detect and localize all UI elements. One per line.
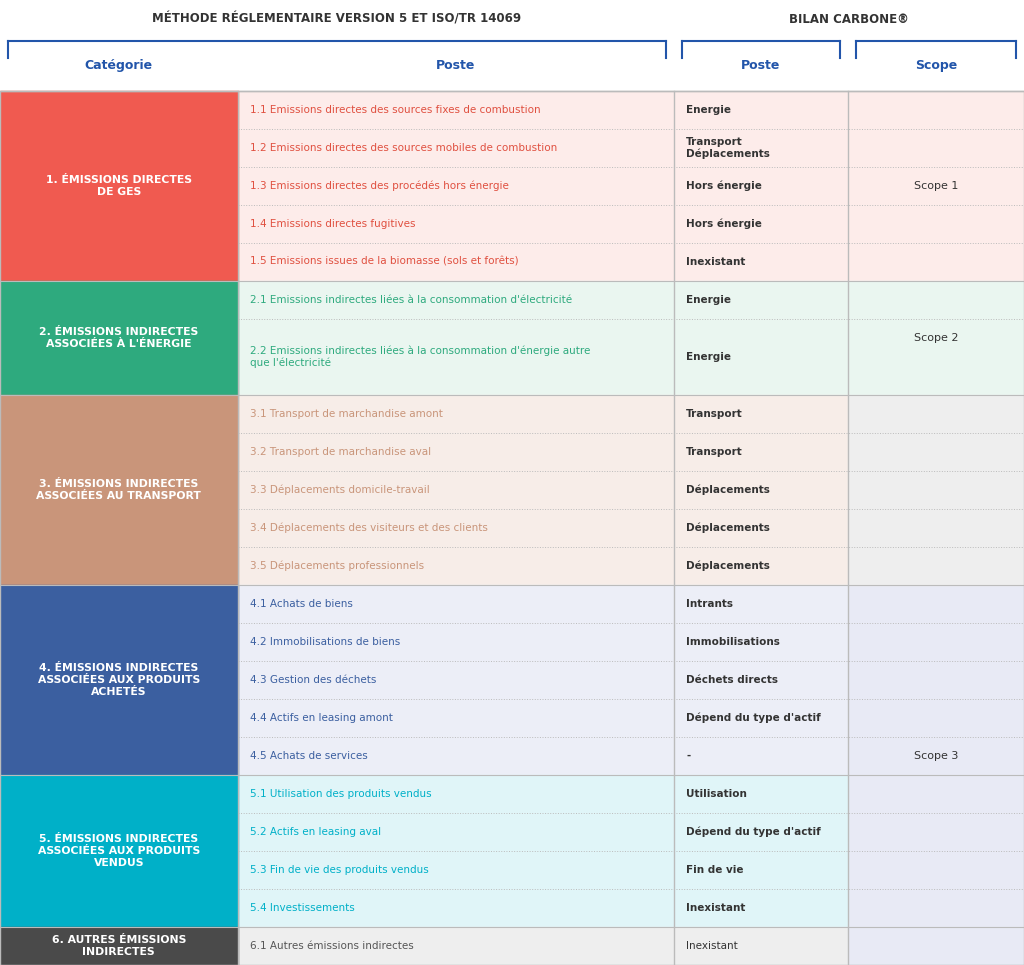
Text: 5.3 Fin de vie des produits vendus: 5.3 Fin de vie des produits vendus [250,865,429,875]
Text: Energie: Energie [686,105,731,115]
FancyBboxPatch shape [0,41,1024,91]
FancyBboxPatch shape [238,91,674,281]
FancyBboxPatch shape [238,281,674,395]
FancyBboxPatch shape [848,927,1024,965]
FancyBboxPatch shape [674,91,848,281]
Text: MÉTHODE RÉGLEMENTAIRE VERSION 5 ET ISO/TR 14069: MÉTHODE RÉGLEMENTAIRE VERSION 5 ET ISO/T… [153,13,521,26]
FancyBboxPatch shape [0,585,238,775]
Text: Dépend du type d'actif: Dépend du type d'actif [686,713,821,723]
Text: 2.1 Emissions indirectes liées à la consommation d'électricité: 2.1 Emissions indirectes liées à la cons… [250,294,572,305]
Text: Inexistant: Inexistant [686,941,738,951]
Text: Scope: Scope [914,59,957,72]
Text: Energie: Energie [686,294,731,305]
Text: 4.5 Achats de services: 4.5 Achats de services [250,751,368,761]
Text: 5.4 Investissements: 5.4 Investissements [250,903,354,913]
Text: 5. ÉMISSIONS INDIRECTES
ASSOCIÉES AUX PRODUITS
VENDUS: 5. ÉMISSIONS INDIRECTES ASSOCIÉES AUX PR… [38,835,200,868]
FancyBboxPatch shape [238,927,674,965]
Text: Transport
Déplacements: Transport Déplacements [686,137,770,159]
Text: Hors énergie: Hors énergie [686,180,762,191]
Text: Intrants: Intrants [686,599,733,609]
Text: Déplacements: Déplacements [686,523,770,533]
Text: Immobilisations: Immobilisations [686,637,780,647]
Text: Dépend du type d'actif: Dépend du type d'actif [686,827,821,838]
FancyBboxPatch shape [674,281,848,395]
FancyBboxPatch shape [848,281,1024,395]
Text: 3.5 Déplacements professionnels: 3.5 Déplacements professionnels [250,561,424,571]
Text: 1. ÉMISSIONS DIRECTES
DE GES: 1. ÉMISSIONS DIRECTES DE GES [46,175,191,197]
FancyBboxPatch shape [674,585,848,775]
FancyBboxPatch shape [674,775,848,927]
Text: Scope 2: Scope 2 [913,333,958,343]
Text: Inexistant: Inexistant [686,257,745,266]
Text: Transport: Transport [686,447,742,456]
Text: Poste: Poste [436,59,475,72]
Text: Poste: Poste [741,59,780,72]
FancyBboxPatch shape [0,281,238,395]
Text: Transport: Transport [686,409,742,419]
FancyBboxPatch shape [238,395,674,585]
Text: Catégorie: Catégorie [85,59,153,72]
FancyBboxPatch shape [674,395,848,585]
FancyBboxPatch shape [0,91,238,281]
Text: 1.1 Emissions directes des sources fixes de combustion: 1.1 Emissions directes des sources fixes… [250,105,541,115]
Text: 4.3 Gestion des déchets: 4.3 Gestion des déchets [250,675,376,685]
Text: 3.1 Transport de marchandise amont: 3.1 Transport de marchandise amont [250,409,442,419]
FancyBboxPatch shape [848,91,1024,281]
Text: Fin de vie: Fin de vie [686,865,743,875]
Text: 1.3 Emissions directes des procédés hors énergie: 1.3 Emissions directes des procédés hors… [250,180,509,191]
FancyBboxPatch shape [674,0,1024,41]
FancyBboxPatch shape [0,395,238,585]
Text: BILAN CARBONE®: BILAN CARBONE® [788,13,909,26]
FancyBboxPatch shape [238,775,674,927]
Text: 1.4 Emissions directes fugitives: 1.4 Emissions directes fugitives [250,219,416,229]
Text: 2. ÉMISSIONS INDIRECTES
ASSOCIÉES À L'ÉNERGIE: 2. ÉMISSIONS INDIRECTES ASSOCIÉES À L'ÉN… [39,327,199,348]
Text: 5.1 Utilisation des produits vendus: 5.1 Utilisation des produits vendus [250,789,431,799]
Text: Inexistant: Inexistant [686,903,745,913]
Text: 3. ÉMISSIONS INDIRECTES
ASSOCIÉES AU TRANSPORT: 3. ÉMISSIONS INDIRECTES ASSOCIÉES AU TRA… [36,479,202,501]
Text: 3.3 Déplacements domicile-travail: 3.3 Déplacements domicile-travail [250,484,430,495]
FancyBboxPatch shape [0,927,238,965]
Text: 6. AUTRES ÉMISSIONS
INDIRECTES: 6. AUTRES ÉMISSIONS INDIRECTES [51,935,186,956]
Text: 6.1 Autres émissions indirectes: 6.1 Autres émissions indirectes [250,941,414,951]
Text: Scope 1: Scope 1 [913,180,958,191]
Text: Hors énergie: Hors énergie [686,218,762,229]
FancyBboxPatch shape [238,585,674,775]
Text: 3.4 Déplacements des visiteurs et des clients: 3.4 Déplacements des visiteurs et des cl… [250,523,487,533]
Text: Déplacements: Déplacements [686,484,770,495]
FancyBboxPatch shape [0,0,674,41]
Text: 1.2 Emissions directes des sources mobiles de combustion: 1.2 Emissions directes des sources mobil… [250,143,557,152]
Text: Déplacements: Déplacements [686,561,770,571]
Text: 4.1 Achats de biens: 4.1 Achats de biens [250,599,352,609]
Text: Energie: Energie [686,352,731,362]
Text: Déchets directs: Déchets directs [686,675,778,685]
Text: 4.4 Actifs en leasing amont: 4.4 Actifs en leasing amont [250,713,393,723]
Text: 4.2 Immobilisations de biens: 4.2 Immobilisations de biens [250,637,400,647]
Text: Utilisation: Utilisation [686,789,746,799]
Text: 2.2 Emissions indirectes liées à la consommation d'énergie autre
que l'électrici: 2.2 Emissions indirectes liées à la cons… [250,345,590,369]
Text: 5.2 Actifs en leasing aval: 5.2 Actifs en leasing aval [250,827,381,837]
Text: 1.5 Emissions issues de la biomasse (sols et forêts): 1.5 Emissions issues de la biomasse (sol… [250,257,518,266]
Text: 3.2 Transport de marchandise aval: 3.2 Transport de marchandise aval [250,447,431,456]
Text: -: - [686,751,690,761]
FancyBboxPatch shape [848,585,1024,927]
FancyBboxPatch shape [848,395,1024,585]
FancyBboxPatch shape [0,775,238,927]
Text: 4. ÉMISSIONS INDIRECTES
ASSOCIÉES AUX PRODUITS
ACHETÉS: 4. ÉMISSIONS INDIRECTES ASSOCIÉES AUX PR… [38,663,200,697]
Text: Scope 3: Scope 3 [913,751,958,761]
FancyBboxPatch shape [674,927,848,965]
